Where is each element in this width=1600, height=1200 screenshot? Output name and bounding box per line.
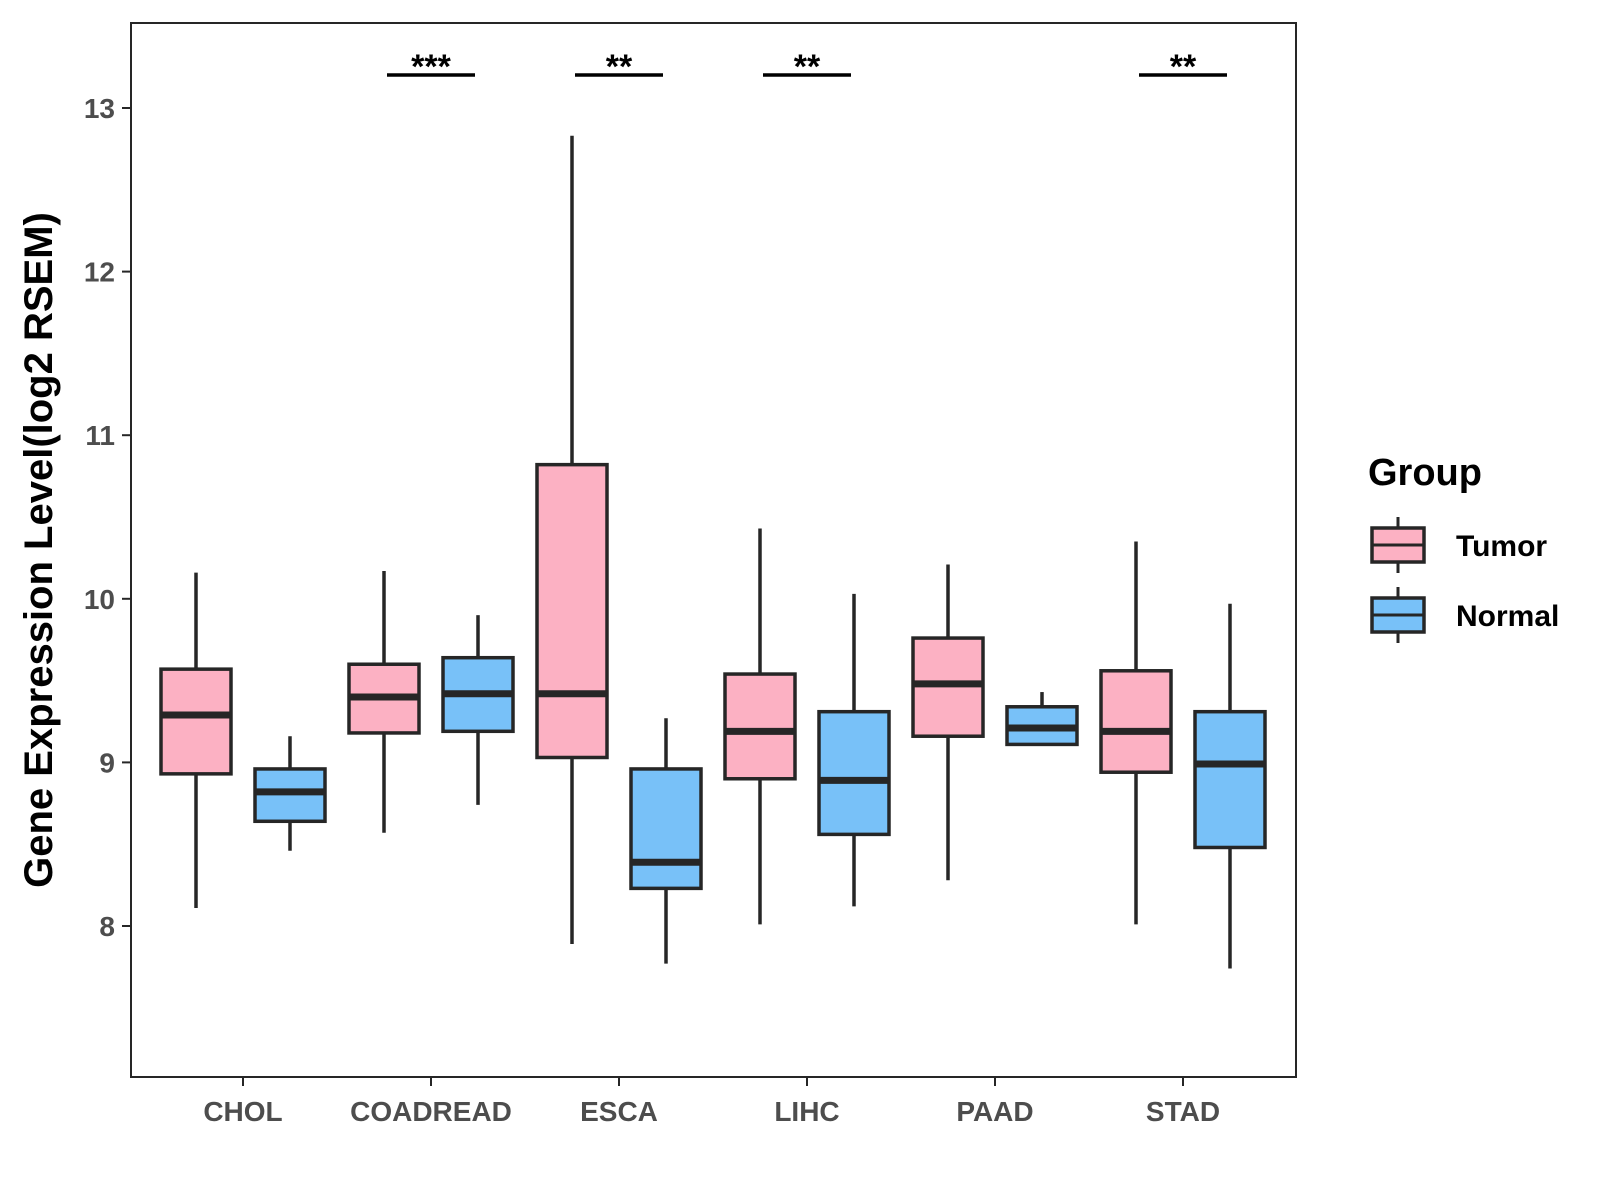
significance-stad: ** (1139, 48, 1227, 86)
box-normal-chol (253, 736, 327, 851)
legend-label-tumor: Tumor (1456, 530, 1547, 563)
significance-label: ** (1170, 48, 1197, 86)
x-category-label-lihc: LIHC (774, 1096, 839, 1127)
box-normal-lihc (817, 593, 891, 907)
plot-panel-border (130, 22, 1297, 1078)
y-tick-label: 9 (99, 747, 115, 778)
box-iqr (1193, 709, 1267, 850)
y-tick-label: 10 (84, 584, 115, 615)
legend-label-normal: Normal (1456, 600, 1559, 633)
box-normal-esca (629, 718, 703, 964)
significance-label: ** (794, 48, 821, 86)
box-tumor-paad (911, 564, 985, 881)
box-iqr (723, 672, 797, 781)
x-category-label-esca: ESCA (580, 1096, 658, 1127)
legend-title: Group (1368, 452, 1482, 494)
box-normal-paad (1005, 692, 1079, 747)
box-tumor-chol (159, 572, 233, 909)
box-normal-stad (1193, 603, 1267, 969)
box-normal-coadread (441, 615, 515, 805)
box-iqr (1099, 669, 1173, 774)
box-tumor-lihc (723, 528, 797, 925)
legend-item-tumor: Tumor (1370, 517, 1547, 573)
plot-area: 8 9 10 11 12 13 CHOL COADREAD ESCA LIHC PAAD STAD **… (84, 22, 1297, 1127)
significance-label: ** (606, 48, 633, 86)
y-tick-label: 13 (84, 93, 115, 124)
y-tick-label: 8 (99, 911, 115, 942)
box-iqr (817, 709, 891, 837)
x-category-label-chol: CHOL (203, 1096, 282, 1127)
y-tick-label: 11 (85, 420, 115, 451)
x-category-label-paad: PAAD (956, 1096, 1033, 1127)
legend: Group Tumor Normal (1368, 452, 1559, 643)
x-category-label-stad: STAD (1146, 1096, 1220, 1127)
y-axis-title: Gene Expression Level(log2 RSEM) (17, 212, 61, 888)
box-iqr (629, 767, 703, 891)
box-iqr (535, 462, 609, 760)
x-category-label-coadread: COADREAD (350, 1096, 512, 1127)
significance-coadread: *** (387, 48, 475, 86)
box-iqr (159, 667, 233, 776)
y-tick-label: 12 (84, 257, 115, 288)
significance-label: *** (411, 48, 451, 86)
significance-lihc: ** (763, 48, 851, 86)
box-tumor-coadread (347, 570, 421, 833)
box-tumor-esca (535, 135, 609, 944)
box-tumor-stad (1099, 541, 1173, 925)
legend-item-normal: Normal (1370, 587, 1559, 643)
significance-esca: ** (575, 48, 663, 86)
